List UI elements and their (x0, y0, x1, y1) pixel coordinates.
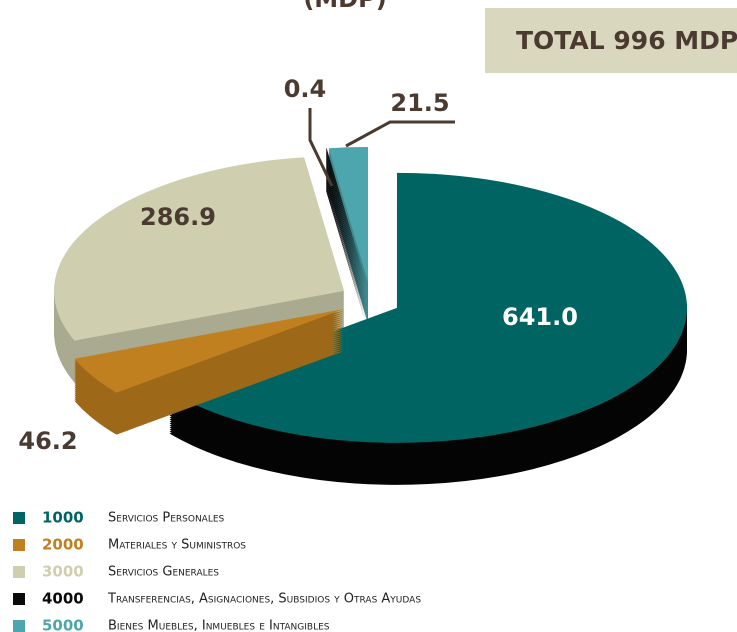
legend-code: 3000 (42, 563, 84, 581)
legend-swatch (13, 620, 25, 632)
slice-side (325, 164, 366, 299)
slice-side (325, 172, 366, 307)
chart-title: (MDP) (303, 0, 386, 13)
legend-label: Servicios Generales (108, 565, 219, 580)
legend-swatch (13, 512, 25, 524)
leader-line (345, 120, 455, 148)
legend-code: 2000 (42, 536, 84, 554)
slice-side (325, 150, 366, 285)
slice-side (325, 162, 366, 297)
data-label: 286.9 (140, 203, 216, 231)
slice-side (325, 168, 366, 303)
total-box (485, 8, 737, 73)
pie (54, 147, 687, 485)
legend-label: Bienes Muebles, Inmuebles e Intangibles (108, 619, 330, 632)
slice-side (325, 156, 366, 291)
legend-code: 1000 (42, 509, 84, 527)
data-label: 46.2 (18, 427, 77, 455)
slice-side (325, 186, 366, 321)
slice-side (325, 152, 366, 287)
slice-side (325, 190, 366, 325)
slice-side (325, 182, 366, 317)
slice-side (325, 178, 366, 313)
data-label: 0.4 (284, 75, 327, 103)
slice (74, 308, 345, 393)
leader-line (308, 108, 334, 187)
legend-code: 5000 (42, 617, 84, 632)
slice (169, 172, 687, 443)
slice-side (325, 170, 366, 305)
slice-side (325, 154, 366, 289)
slice-side (325, 176, 366, 311)
legend-label: Transferencias, Asignaciones, Subsidios … (107, 592, 421, 607)
legend-swatch (13, 566, 25, 578)
slice-side (325, 160, 366, 295)
slice-side (325, 188, 366, 323)
legend-label: Materiales y Suministros (108, 538, 246, 553)
slice-side (325, 158, 366, 293)
legend-swatch (13, 593, 25, 605)
slice-side (325, 174, 366, 309)
slice-side (325, 184, 366, 319)
slice-side (325, 166, 366, 301)
data-label: 641.0 (502, 303, 578, 331)
legend-label: Servicios Personales (108, 511, 225, 526)
slice-side (325, 180, 366, 315)
slice (328, 147, 368, 283)
legend-code: 4000 (42, 590, 84, 608)
slice (54, 157, 345, 341)
total-annotation: TOTAL 996 MDP (516, 26, 737, 55)
slice (325, 148, 366, 283)
data-label: 21.5 (390, 89, 449, 117)
legend-swatch (13, 539, 25, 551)
